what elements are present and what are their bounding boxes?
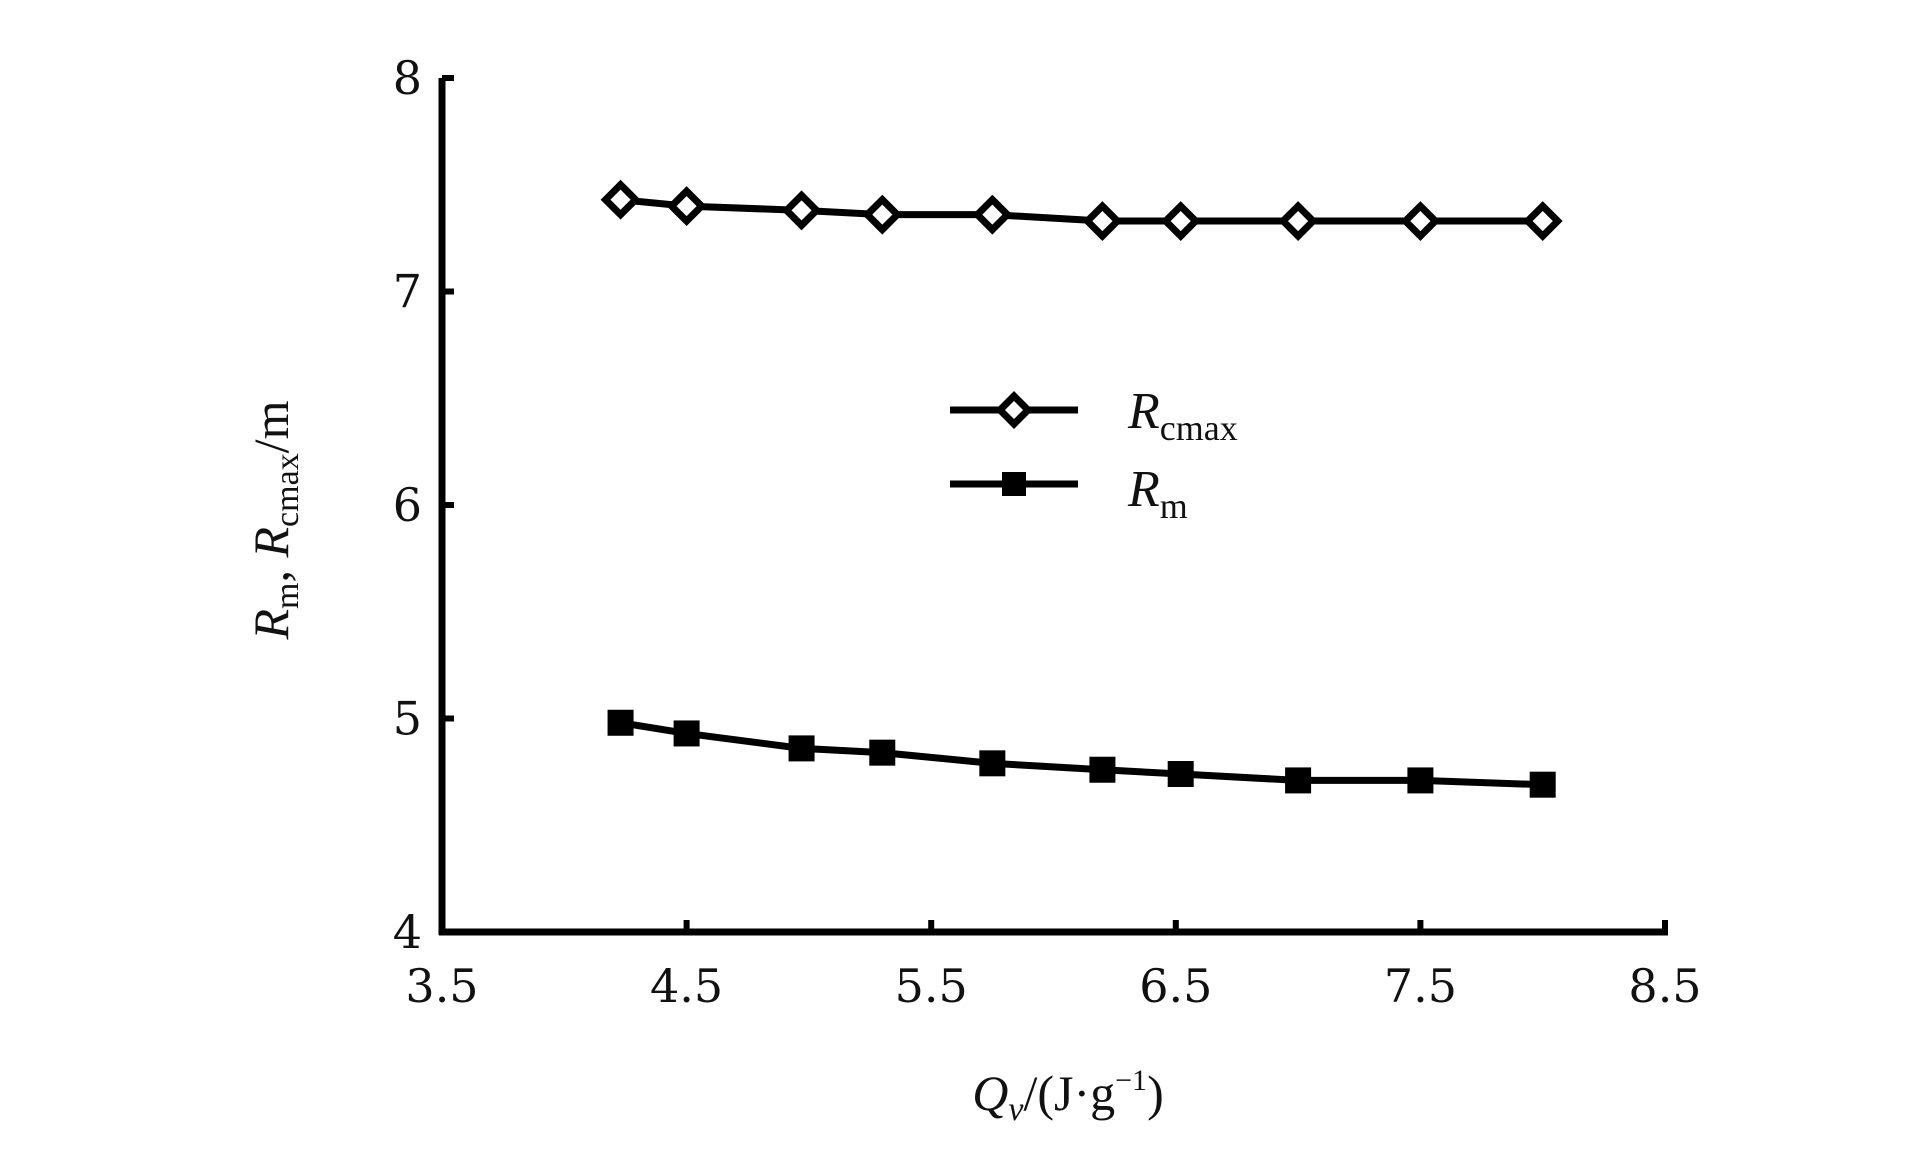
data-point-Rm [1167,761,1194,788]
data-point-Rm [1529,771,1556,798]
legend-label-rm: Rm [1127,461,1188,526]
x-tick-label: 7.5 [1384,959,1457,1013]
x-tick-label: 4.5 [650,959,723,1013]
legend-item-rm: Rm [950,461,1188,526]
x-ticks: 3.5 4.5 5.5 6.5 7.5 8.5 [405,920,1702,1013]
y-tick-label: 8 [393,51,422,105]
y-tick-label: 4 [393,905,422,959]
data-point-Rcmax [1278,201,1319,241]
series-line-Rm [619,719,1543,789]
x-tick-label: 3.5 [405,959,478,1013]
data-point-Rm [1285,767,1312,794]
series-Rm [607,709,1556,798]
data-point-Rcmax [1400,201,1441,241]
data-point-Rm [1407,767,1434,794]
y-tick-label: 6 [393,478,422,532]
legend-label-rcmax: Rcmax [1127,383,1238,448]
series-Rcmax [600,179,1563,241]
y-tick-label: 7 [393,265,422,319]
legend-item-rcmax: Rcmax [950,383,1238,448]
data-point-Rcmax [1160,201,1201,241]
data-point-Rm [1089,756,1116,783]
y-ticks: 4 5 6 7 8 [393,51,454,959]
legend-marker-filled-square [1002,472,1026,496]
y-axis-title: Rm, Rcmax/m [243,400,306,640]
data-point-Rm [673,720,700,747]
data-point-Rcmax [1082,201,1123,241]
x-tick-label: 6.5 [1139,959,1212,1013]
data-point-Rm [869,739,896,766]
x-tick-label: 8.5 [1628,959,1701,1013]
legend: Rcmax Rm [950,383,1238,526]
data-point-Rcmax [666,186,707,227]
data-point-Rcmax [1522,201,1563,241]
legend-marker-open-diamond [995,391,1033,429]
x-tick-label: 5.5 [895,959,968,1013]
data-point-Rcmax [600,179,641,220]
data-point-Rm [979,750,1006,777]
data-point-Rcmax [781,190,822,231]
data-point-Rm [788,735,815,762]
series-line-Rcmax [620,196,1543,225]
data-point-Rcmax [972,194,1013,235]
x-axis-title: Qv/(J·g−1) [972,1064,1163,1128]
series-layer [600,179,1563,798]
data-point-Rm [607,709,634,736]
data-point-Rcmax [862,194,903,235]
y-tick-label: 5 [393,692,422,746]
